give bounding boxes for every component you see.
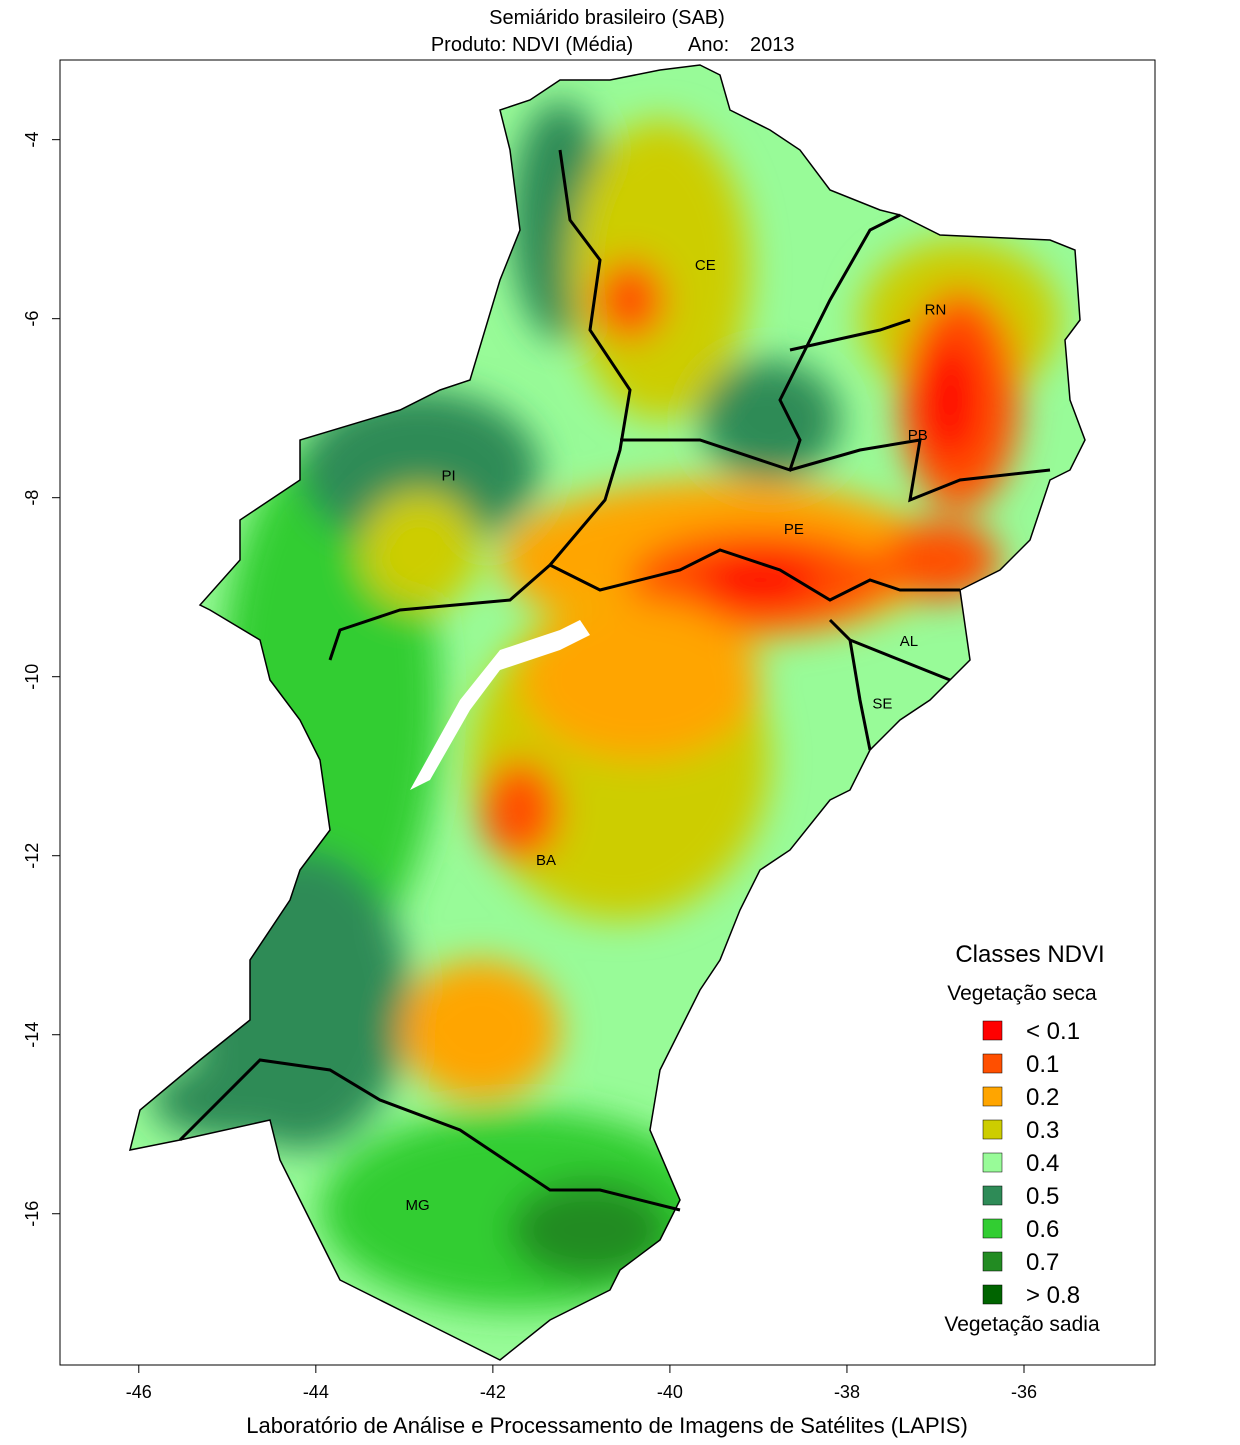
plot-frame bbox=[59, 59, 1156, 1366]
legend-label: < 0.1 bbox=[1026, 1018, 1080, 1045]
x-tick-label: -38 bbox=[834, 1382, 860, 1402]
legend-swatch bbox=[982, 1251, 1003, 1272]
state-label: BA bbox=[536, 852, 556, 869]
legend-label: 0.4 bbox=[1026, 1150, 1059, 1177]
legend-label: 0.7 bbox=[1026, 1249, 1059, 1276]
legend-label: > 0.8 bbox=[1026, 1282, 1080, 1309]
legend-swatch bbox=[982, 1119, 1003, 1140]
x-tick-label: -44 bbox=[303, 1382, 329, 1402]
legend-swatch bbox=[982, 1152, 1003, 1173]
y-tick-label: -16 bbox=[22, 1201, 42, 1227]
footer: Laboratório de Análise e Processamento d… bbox=[246, 1413, 968, 1438]
y-tick-label: -10 bbox=[22, 664, 42, 690]
legend-bottom-label: Vegetação sadia bbox=[944, 1313, 1100, 1336]
subtitle-year-label: Ano: bbox=[688, 34, 729, 56]
legend-swatch bbox=[982, 1185, 1003, 1206]
axes: -46 -44 -42 -40 -38 -36 -4 -6 -8 -10 -12 -14 -16 bbox=[22, 132, 1037, 1402]
legend-top-label: Vegetação seca bbox=[947, 982, 1097, 1005]
legend-swatch bbox=[982, 1053, 1003, 1074]
y-tick-label: -8 bbox=[22, 490, 42, 506]
y-tick-label: -6 bbox=[22, 311, 42, 327]
legend: Classes NDVI Vegetação seca < 0.1 0.1 0.2 0.3… bbox=[944, 941, 1104, 1336]
legend-swatch bbox=[982, 1284, 1003, 1305]
title: Semiárido brasileiro (SAB) bbox=[489, 7, 725, 29]
state-borders bbox=[178, 149, 1051, 1212]
state-label: RN bbox=[925, 302, 947, 319]
y-tick-label: -14 bbox=[22, 1022, 42, 1048]
legend-label: 0.3 bbox=[1026, 1117, 1059, 1144]
state-label: PE bbox=[784, 521, 804, 538]
legend-label: 0.5 bbox=[1026, 1183, 1059, 1210]
subtitle-year: 2013 bbox=[750, 34, 795, 56]
state-label: MG bbox=[406, 1197, 430, 1214]
legend-label: 0.2 bbox=[1026, 1084, 1059, 1111]
state-label: CE bbox=[695, 257, 716, 274]
x-tick-label: -36 bbox=[1011, 1382, 1037, 1402]
x-tick-label: -42 bbox=[480, 1382, 506, 1402]
y-tick-label: -12 bbox=[22, 843, 42, 869]
y-tick-label: -4 bbox=[22, 132, 42, 148]
state-label: PI bbox=[442, 467, 456, 484]
legend-swatch bbox=[982, 1218, 1003, 1239]
subtitle-product: Produto: NDVI (Média) bbox=[431, 34, 633, 56]
state-label: SE bbox=[872, 696, 892, 713]
region-outline bbox=[128, 64, 1086, 1361]
legend-swatch bbox=[982, 1020, 1003, 1041]
legend-swatch bbox=[982, 1086, 1003, 1107]
state-label: AL bbox=[900, 633, 918, 650]
legend-title: Classes NDVI bbox=[955, 941, 1104, 968]
legend-label: 0.1 bbox=[1026, 1051, 1059, 1078]
state-label: PB bbox=[908, 427, 928, 444]
legend-label: 0.6 bbox=[1026, 1216, 1059, 1243]
x-tick-label: -46 bbox=[126, 1382, 152, 1402]
x-tick-label: -40 bbox=[657, 1382, 683, 1402]
state-labels: CE RN PB PI PE AL SE BA MG bbox=[406, 257, 947, 1214]
